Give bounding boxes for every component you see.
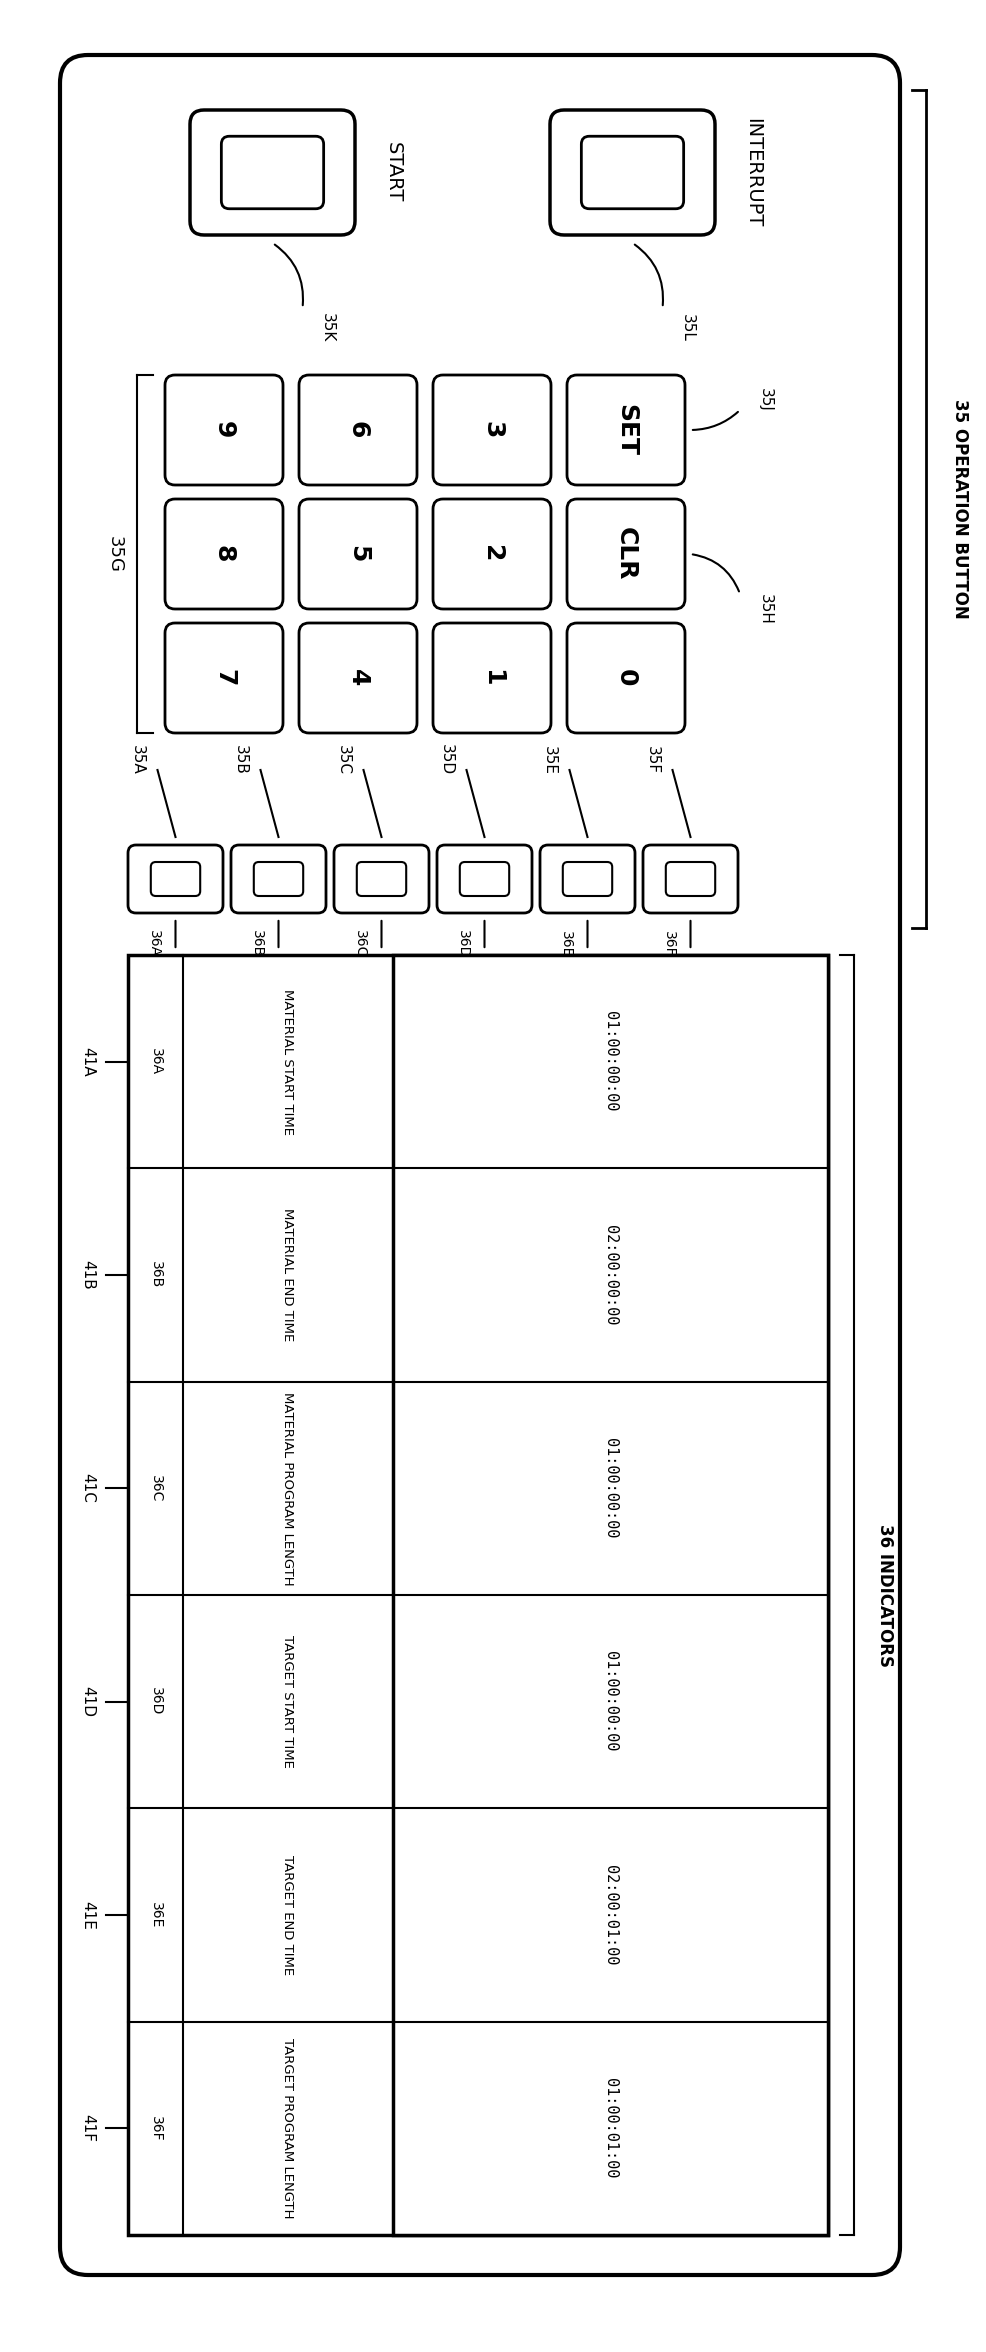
Text: 36C: 36C xyxy=(149,1475,163,1503)
Text: MATERIAL END TIME: MATERIAL END TIME xyxy=(281,1209,295,1341)
Text: 7: 7 xyxy=(212,670,236,687)
Text: 35 OPERATION BUTTON: 35 OPERATION BUTTON xyxy=(951,400,969,619)
Text: 02:00:01:00: 02:00:01:00 xyxy=(603,1865,618,1966)
FancyBboxPatch shape xyxy=(567,374,685,485)
Text: 9: 9 xyxy=(212,421,236,440)
Text: 36C: 36C xyxy=(353,931,367,957)
Text: 2: 2 xyxy=(480,546,504,562)
FancyBboxPatch shape xyxy=(221,136,323,209)
FancyBboxPatch shape xyxy=(567,623,685,734)
FancyBboxPatch shape xyxy=(253,861,304,896)
FancyBboxPatch shape xyxy=(563,861,612,896)
Text: START: START xyxy=(384,143,402,202)
Text: 35L: 35L xyxy=(680,315,695,341)
Text: 36D: 36D xyxy=(149,1686,163,1717)
FancyBboxPatch shape xyxy=(540,844,635,913)
Text: 01:00:00:00: 01:00:00:00 xyxy=(603,1437,618,1538)
Text: 36E: 36E xyxy=(558,931,573,957)
FancyBboxPatch shape xyxy=(60,54,900,2274)
FancyBboxPatch shape xyxy=(165,499,283,609)
FancyBboxPatch shape xyxy=(165,374,283,485)
Text: 35C: 35C xyxy=(336,746,351,776)
FancyBboxPatch shape xyxy=(299,623,417,734)
Text: 35K: 35K xyxy=(320,313,335,343)
Text: 35A: 35A xyxy=(130,746,145,774)
Text: 35B: 35B xyxy=(233,746,248,774)
Text: 35G: 35G xyxy=(106,536,124,572)
Bar xyxy=(128,955,828,2234)
Text: 35E: 35E xyxy=(542,746,557,774)
FancyBboxPatch shape xyxy=(128,844,223,913)
Text: 41F: 41F xyxy=(81,2114,96,2143)
Text: 35J: 35J xyxy=(757,388,772,412)
FancyBboxPatch shape xyxy=(433,374,551,485)
FancyBboxPatch shape xyxy=(666,861,715,896)
Text: 36F: 36F xyxy=(149,2114,163,2140)
Text: 36B: 36B xyxy=(249,931,263,957)
Text: 41B: 41B xyxy=(81,1261,96,1289)
FancyBboxPatch shape xyxy=(165,623,283,734)
Text: 01:00:01:00: 01:00:01:00 xyxy=(603,2079,618,2178)
Text: TARGET END TIME: TARGET END TIME xyxy=(281,1856,295,1976)
Text: 0: 0 xyxy=(614,670,638,687)
Text: 41C: 41C xyxy=(81,1472,96,1503)
Text: 36B: 36B xyxy=(149,1261,163,1289)
Text: 36 INDICATORS: 36 INDICATORS xyxy=(876,1524,894,1668)
Text: 41D: 41D xyxy=(81,1686,96,1717)
Text: 41E: 41E xyxy=(81,1900,96,1929)
FancyBboxPatch shape xyxy=(582,136,683,209)
FancyBboxPatch shape xyxy=(357,861,406,896)
Text: 36A: 36A xyxy=(149,1049,163,1075)
FancyBboxPatch shape xyxy=(299,374,417,485)
Text: TARGET START TIME: TARGET START TIME xyxy=(281,1635,295,1769)
Text: 36F: 36F xyxy=(662,931,675,957)
Bar xyxy=(393,955,828,2234)
Text: INTERRUPT: INTERRUPT xyxy=(743,118,762,228)
Text: 8: 8 xyxy=(212,546,236,562)
FancyBboxPatch shape xyxy=(643,844,738,913)
FancyBboxPatch shape xyxy=(190,111,355,235)
FancyBboxPatch shape xyxy=(567,499,685,609)
FancyBboxPatch shape xyxy=(299,499,417,609)
Text: 4: 4 xyxy=(346,670,370,687)
Text: 36E: 36E xyxy=(149,1903,163,1929)
Text: MATERIAL PROGRAM LENGTH: MATERIAL PROGRAM LENGTH xyxy=(281,1392,295,1585)
Text: 01:00:00:00: 01:00:00:00 xyxy=(603,1651,618,1752)
Text: 36D: 36D xyxy=(456,929,469,957)
Text: 35H: 35H xyxy=(757,593,772,623)
FancyBboxPatch shape xyxy=(459,861,509,896)
FancyBboxPatch shape xyxy=(550,111,715,235)
Text: 41A: 41A xyxy=(81,1047,96,1077)
FancyBboxPatch shape xyxy=(433,623,551,734)
FancyBboxPatch shape xyxy=(437,844,532,913)
Text: 35D: 35D xyxy=(439,746,454,776)
Text: 35F: 35F xyxy=(645,746,660,774)
Text: 01:00:00:00: 01:00:00:00 xyxy=(603,1011,618,1112)
Text: 5: 5 xyxy=(346,546,370,562)
FancyBboxPatch shape xyxy=(151,861,200,896)
FancyBboxPatch shape xyxy=(231,844,326,913)
Text: 36A: 36A xyxy=(147,931,161,957)
Text: 6: 6 xyxy=(346,421,370,440)
Text: TARGET PROGRAM LENGTH: TARGET PROGRAM LENGTH xyxy=(281,2039,295,2218)
Text: MATERIAL START TIME: MATERIAL START TIME xyxy=(281,988,295,1134)
Text: 3: 3 xyxy=(480,421,504,440)
Text: SET: SET xyxy=(614,405,638,456)
FancyBboxPatch shape xyxy=(433,499,551,609)
Text: CLR: CLR xyxy=(614,527,638,581)
FancyBboxPatch shape xyxy=(334,844,429,913)
Text: 02:00:00:00: 02:00:00:00 xyxy=(603,1225,618,1324)
Text: 1: 1 xyxy=(480,670,504,687)
